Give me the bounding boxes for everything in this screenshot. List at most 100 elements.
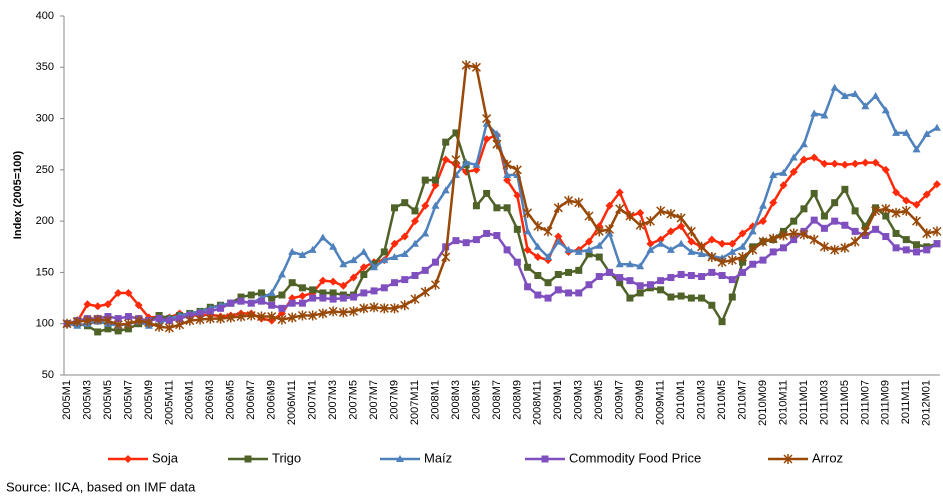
data-point [748,227,757,235]
x-tick-label: 2010M09 [757,380,769,426]
y-tick-label: 200 [36,215,54,227]
data-point [114,327,122,335]
data-point [646,245,655,253]
data-point [911,216,922,227]
x-tick-label: 2007M11 [409,380,421,425]
legend-label: Arroz [812,450,843,465]
x-tick-label: 2005M11 [163,380,175,425]
data-point [471,62,481,73]
legend-label: Commodity Food Price [569,450,701,465]
data-point [124,288,133,297]
data-point [605,268,613,276]
data-point [257,289,265,297]
data-point [656,239,665,247]
data-point [810,109,819,117]
data-point [616,274,624,282]
data-point [544,279,552,287]
x-tick-label: 2009M5 [593,380,605,420]
legend-label: Trigo [272,450,301,465]
data-point [666,227,675,236]
data-point [810,153,819,162]
data-point [553,202,563,213]
data-point [421,266,429,274]
data-point [247,299,255,307]
data-point [175,319,185,330]
data-point [922,228,932,239]
data-point [236,311,246,322]
legend-label: Maíz [424,450,452,465]
data-point [860,226,870,237]
data-point [164,322,174,333]
y-tick-label: 350 [36,61,54,73]
data-point [246,310,256,321]
data-point [400,300,410,311]
data-point [268,294,276,302]
x-tick-label: 2006M1 [184,380,196,420]
data-point [329,295,337,303]
data-point [871,205,881,216]
data-point [62,318,72,329]
data-point [739,258,747,266]
data-point [420,286,430,297]
data-point [554,232,563,241]
data-point [309,294,317,302]
data-point [626,294,634,302]
data-point [604,224,615,235]
data-point [605,201,614,210]
data-point [892,128,901,136]
x-tick-label: 2005M9 [143,380,155,420]
data-point [544,253,553,261]
data-point [595,273,603,281]
data-point [400,232,409,241]
data-point [779,181,788,190]
data-point [933,240,941,248]
x-tick-label: 2012M01 [921,380,933,426]
data-point [277,314,287,325]
data-point [841,221,849,229]
data-point [339,281,348,290]
data-point [124,325,132,333]
data-point [585,237,593,246]
legend-marker [396,455,404,462]
data-point [676,213,686,224]
data-point [410,294,420,305]
data-point [625,260,634,268]
legend-marker [124,455,132,463]
data-point [360,270,368,278]
y-tick-label: 250 [36,164,54,176]
x-tick-label: 2006M7 [245,380,257,420]
data-point [308,310,318,321]
data-point [717,257,727,268]
data-point [318,308,328,319]
data-point [329,277,338,286]
data-point [533,221,543,232]
data-point [554,237,563,245]
data-point [677,222,686,231]
data-point [891,207,901,218]
data-point [912,200,921,209]
data-point [308,245,317,253]
data-point [339,260,348,268]
data-point [687,294,695,302]
data-point [113,319,123,330]
data-point [380,256,389,264]
data-point [104,325,112,333]
data-point [544,294,552,302]
data-point [677,292,685,300]
data-point [810,216,818,224]
data-point [411,272,419,280]
data-point [217,304,225,312]
x-tick-label: 2009M3 [573,380,585,420]
data-point [391,279,399,287]
data-point [431,176,439,184]
data-point [534,291,542,299]
data-point [288,279,296,287]
data-point [288,299,296,307]
data-point [615,188,624,197]
data-point [83,300,92,309]
data-point [861,102,870,110]
data-point [657,286,665,294]
data-point [185,315,195,326]
data-point [851,227,859,235]
data-point [543,226,553,237]
